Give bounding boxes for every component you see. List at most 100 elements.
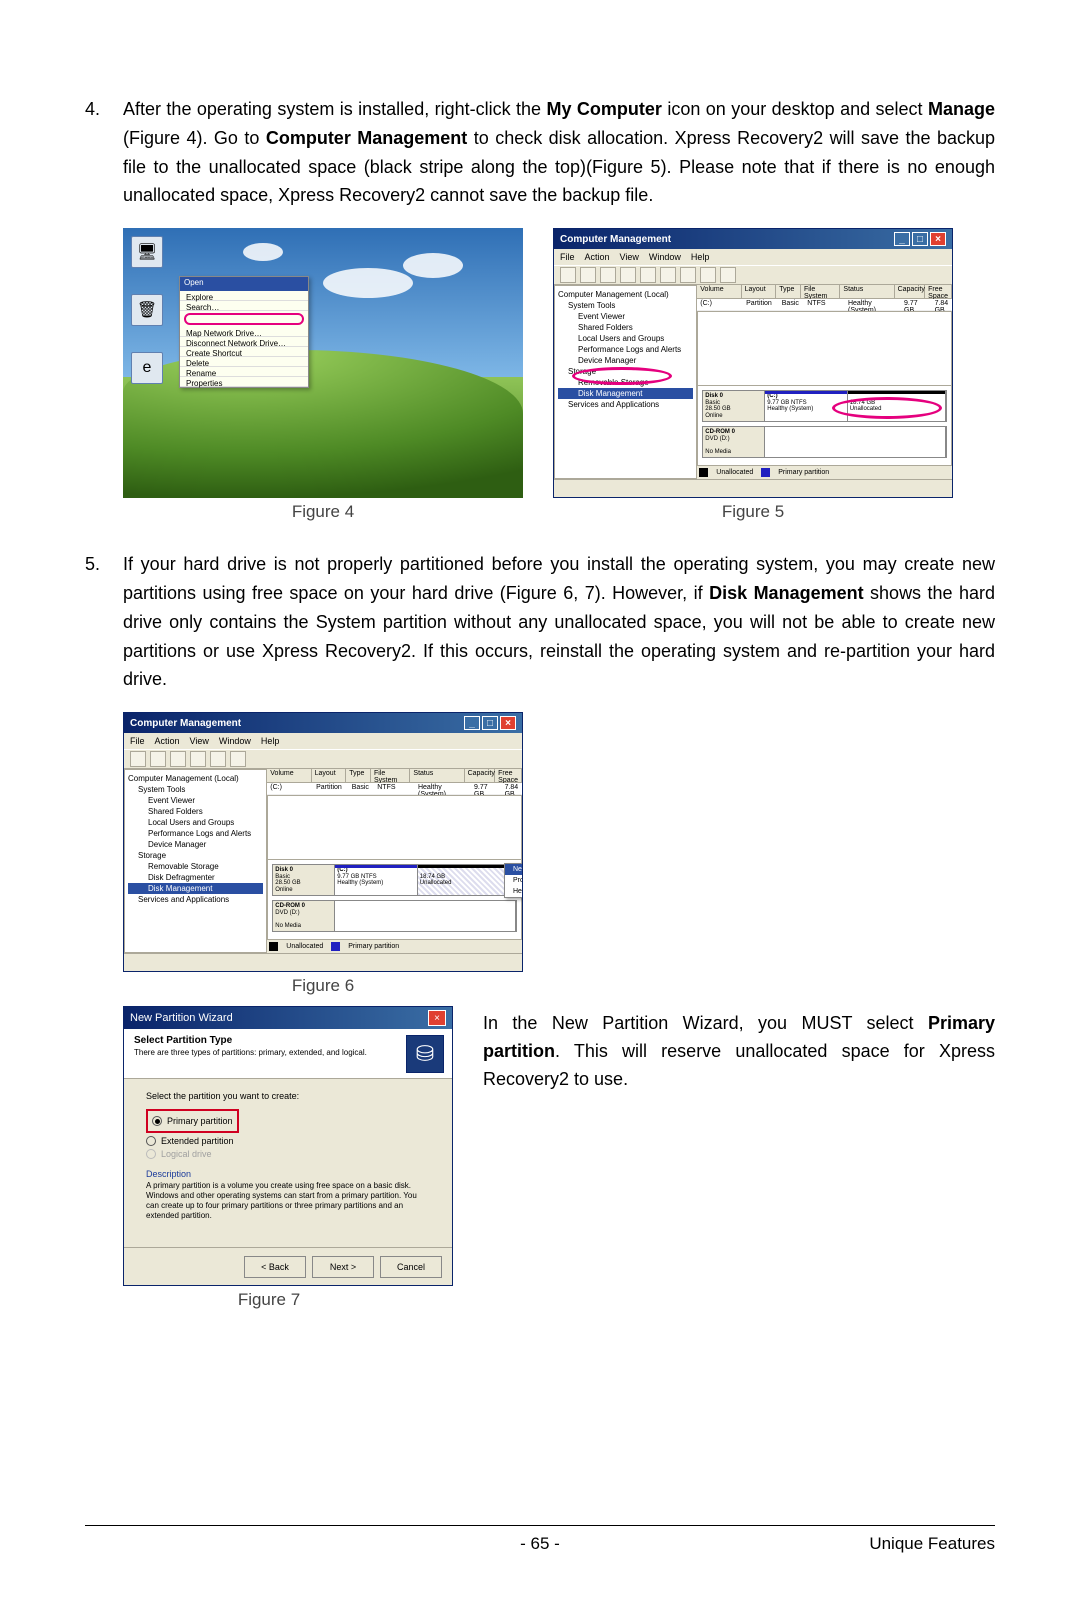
volume-row[interactable]: (C:) Partition Basic NTFS Healthy (Syste… (697, 299, 952, 311)
tree-remov[interactable]: Removable Storage (558, 377, 693, 388)
tree-svcapp[interactable]: Services and Applications (558, 399, 693, 410)
tree-diskmg[interactable]: Disk Management (558, 388, 693, 399)
col-status[interactable]: Status (410, 769, 464, 782)
tree-perf[interactable]: Performance Logs and Alerts (558, 344, 693, 355)
partition-unalloc[interactable]: 18.74 GB Unallocated (848, 391, 946, 421)
col-cap[interactable]: Capacity (895, 285, 926, 298)
ctx-item-rename[interactable]: Rename (180, 367, 308, 377)
toolbar-button[interactable] (230, 751, 246, 767)
toolbar-button[interactable] (170, 751, 186, 767)
popup-help[interactable]: Help (505, 886, 523, 897)
ctx-item-properties[interactable]: Properties (180, 377, 308, 387)
menu-action[interactable]: Action (585, 252, 610, 262)
ctx-item-disconnect[interactable]: Disconnect Network Drive… (180, 337, 308, 347)
partition-c[interactable]: (C:) 9.77 GB NTFS Healthy (System) (765, 391, 848, 421)
cancel-button[interactable]: Cancel (380, 1256, 442, 1278)
my-computer-icon[interactable]: 🖥 (131, 236, 163, 268)
radio-extended[interactable]: Extended partition (146, 1136, 430, 1146)
right-pane: Volume Layout Type File System Status Ca… (697, 285, 952, 479)
menu-view[interactable]: View (620, 252, 639, 262)
t: Unallocated (716, 469, 753, 476)
volume-row[interactable]: (C:) Partition Basic NTFS Healthy (Syste… (267, 783, 522, 795)
tree-eventv[interactable]: Event Viewer (558, 311, 693, 322)
ctx-item-delete[interactable]: Delete (180, 357, 308, 367)
next-button[interactable]: Next > (312, 1256, 374, 1278)
tree-shared[interactable]: Shared Folders (128, 806, 263, 817)
ctx-item-open[interactable]: Open (180, 277, 308, 291)
tree-systools[interactable]: System Tools (558, 300, 693, 311)
tree-perf[interactable]: Performance Logs and Alerts (128, 828, 263, 839)
col-volume[interactable]: Volume (697, 285, 741, 298)
menu-window[interactable]: Window (219, 736, 251, 746)
back-button[interactable]: < Back (244, 1256, 306, 1278)
menu-file[interactable]: File (560, 252, 575, 262)
menu-action[interactable]: Action (155, 736, 180, 746)
toolbar-button[interactable] (680, 267, 696, 283)
tree-users[interactable]: Local Users and Groups (558, 333, 693, 344)
t: 18.74 GB (420, 874, 445, 880)
tree-users[interactable]: Local Users and Groups (128, 817, 263, 828)
popup-properties[interactable]: Properties (505, 875, 523, 886)
ctx-item-search[interactable]: Search… (180, 301, 308, 311)
close-button[interactable]: × (930, 232, 946, 246)
col-fs[interactable]: File System (371, 769, 410, 782)
toolbar-button[interactable] (600, 267, 616, 283)
ctx-item-shortcut[interactable]: Create Shortcut (180, 347, 308, 357)
tree-devmgr[interactable]: Device Manager (128, 839, 263, 850)
popup-new-partition[interactable]: New Partition… (505, 864, 523, 875)
menu-help[interactable]: Help (261, 736, 280, 746)
menu-view[interactable]: View (190, 736, 209, 746)
menu-file[interactable]: File (130, 736, 145, 746)
toolbar-button[interactable] (700, 267, 716, 283)
tree-systools[interactable]: System Tools (128, 784, 263, 795)
tree-root[interactable]: Computer Management (Local) (558, 289, 693, 300)
tree-remov[interactable]: Removable Storage (128, 861, 263, 872)
ctx-item-map[interactable]: Map Network Drive… (180, 327, 308, 337)
col-volume[interactable]: Volume (267, 769, 311, 782)
toolbar-button[interactable] (560, 267, 576, 283)
tree-storage[interactable]: Storage (128, 850, 263, 861)
col-layout[interactable]: Layout (312, 769, 347, 782)
toolbar-button[interactable] (210, 751, 226, 767)
window-body: Computer Management (Local) System Tools… (554, 285, 952, 479)
tree-diskmg[interactable]: Disk Management (128, 883, 263, 894)
tree-svcapp[interactable]: Services and Applications (128, 894, 263, 905)
menu-window[interactable]: Window (649, 252, 681, 262)
col-type[interactable]: Type (346, 769, 371, 782)
minimize-button[interactable]: _ (464, 716, 480, 730)
col-free[interactable]: Free Space (495, 769, 522, 782)
tree-defrag[interactable]: Disk Defragmenter (128, 872, 263, 883)
toolbar-button[interactable] (130, 751, 146, 767)
maximize-button[interactable]: □ (912, 232, 928, 246)
tree-storage[interactable]: Storage (558, 366, 693, 377)
partition-c[interactable]: (C:) 9.77 GB NTFS Healthy (System) (335, 865, 418, 895)
ie-icon[interactable]: e (131, 352, 163, 384)
toolbar-button[interactable] (660, 267, 676, 283)
tree-devmgr[interactable]: Device Manager (558, 355, 693, 366)
toolbar-button[interactable] (150, 751, 166, 767)
tree-shared[interactable]: Shared Folders (558, 322, 693, 333)
toolbar-button[interactable] (640, 267, 656, 283)
toolbar-button[interactable] (620, 267, 636, 283)
minimize-button[interactable]: _ (894, 232, 910, 246)
col-fs[interactable]: File System (801, 285, 840, 298)
col-type[interactable]: Type (776, 285, 801, 298)
ctx-item-explore[interactable]: Explore (180, 291, 308, 301)
col-cap[interactable]: Capacity (465, 769, 496, 782)
col-free[interactable]: Free Space (925, 285, 952, 298)
toolbar-button[interactable] (580, 267, 596, 283)
radio-logical: Logical drive (146, 1149, 430, 1159)
radio-primary[interactable]: Primary partition (152, 1116, 233, 1126)
col-layout[interactable]: Layout (742, 285, 777, 298)
recycle-bin-icon[interactable]: 🗑 (131, 294, 163, 326)
toolbar-button[interactable] (720, 267, 736, 283)
menu-help[interactable]: Help (691, 252, 710, 262)
partition-unalloc[interactable]: 18.74 GB Unallocated (418, 865, 516, 895)
close-button[interactable]: × (500, 716, 516, 730)
toolbar-button[interactable] (190, 751, 206, 767)
tree-eventv[interactable]: Event Viewer (128, 795, 263, 806)
tree-root[interactable]: Computer Management (Local) (128, 773, 263, 784)
maximize-button[interactable]: □ (482, 716, 498, 730)
col-status[interactable]: Status (840, 285, 894, 298)
close-button[interactable]: × (428, 1010, 446, 1026)
